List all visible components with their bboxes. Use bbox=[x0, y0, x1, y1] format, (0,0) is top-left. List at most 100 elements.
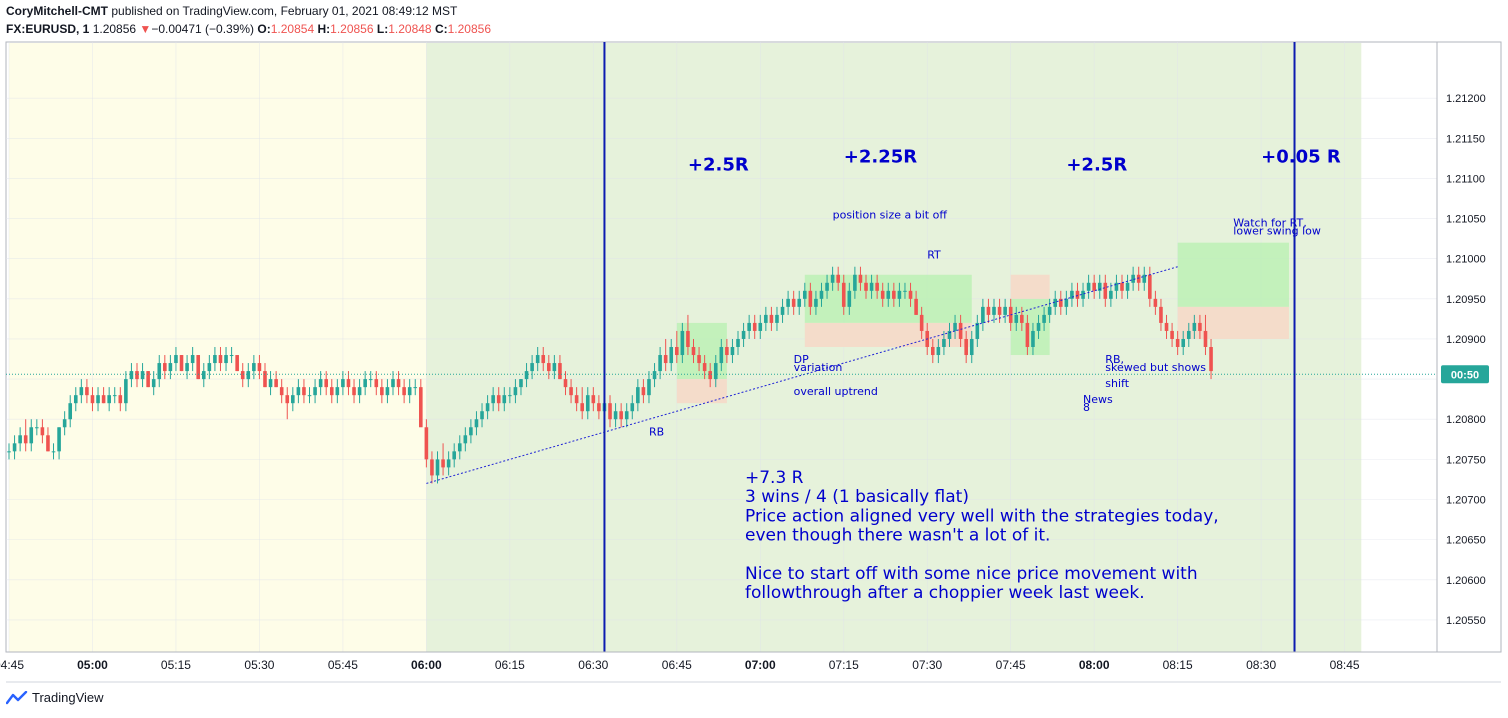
last-price: 1.20856 bbox=[92, 22, 137, 36]
candle-body bbox=[1086, 282, 1091, 291]
summary-line: +7.3 R bbox=[745, 468, 804, 488]
candle-body bbox=[452, 451, 456, 460]
candle-body bbox=[229, 355, 234, 357]
x-tick-label: 05:30 bbox=[244, 658, 274, 672]
candle-body bbox=[830, 274, 835, 283]
stop-zone bbox=[1010, 274, 1050, 299]
y-tick-label: 1.20800 bbox=[1446, 414, 1486, 426]
annotation-text: RT bbox=[927, 249, 941, 262]
tradingview-footer[interactable]: TradingView bbox=[6, 690, 104, 705]
candle-body bbox=[730, 347, 735, 356]
candle-body bbox=[324, 379, 329, 388]
annotation-text: +0.05 R bbox=[1261, 146, 1341, 167]
candle-body bbox=[491, 395, 495, 404]
annotation-text: variation bbox=[794, 361, 843, 374]
candle-body bbox=[474, 419, 479, 428]
candle-body bbox=[1042, 314, 1046, 323]
candle-body bbox=[791, 298, 796, 307]
candle-body bbox=[725, 347, 729, 356]
candle-body bbox=[73, 395, 78, 404]
candle-body bbox=[207, 363, 212, 372]
candle-body bbox=[886, 290, 891, 299]
candle-body bbox=[819, 290, 824, 299]
x-tick-label: 07:00 bbox=[745, 658, 776, 672]
open-label: O: bbox=[257, 22, 271, 36]
price-tag bbox=[1441, 365, 1489, 384]
candle-body bbox=[402, 387, 406, 396]
x-tick-label: 07:15 bbox=[829, 658, 859, 672]
y-tick-label: 1.21150 bbox=[1446, 133, 1485, 145]
y-tick-label: 1.20900 bbox=[1446, 334, 1486, 346]
down-arrow-icon: ▼ bbox=[139, 22, 152, 36]
candle-body bbox=[40, 427, 45, 436]
annotation-text: DP bbox=[794, 353, 809, 366]
candle-body bbox=[485, 403, 490, 412]
candle-body bbox=[675, 347, 679, 356]
candle-body bbox=[35, 427, 39, 429]
candle-body bbox=[997, 306, 1002, 315]
x-tick-label: 06:30 bbox=[578, 658, 608, 672]
candle-body bbox=[825, 282, 829, 291]
axes-layer: 1.21200 1.21150 1.21100 1.21050 1.21000 1.209… bbox=[0, 42, 1501, 683]
candle-body bbox=[563, 379, 568, 388]
candle-body bbox=[869, 282, 874, 291]
candle-body bbox=[302, 387, 306, 396]
y-tick-label: 1.20550 bbox=[1446, 615, 1486, 627]
annotation-text: Watch for RT, bbox=[1233, 217, 1306, 230]
x-tick-label: 06:45 bbox=[662, 658, 692, 672]
candle-body bbox=[1081, 290, 1085, 299]
candle-body bbox=[508, 395, 512, 397]
close-value: 1.20856 bbox=[447, 22, 492, 36]
y-tick-label: 1.20600 bbox=[1446, 575, 1486, 587]
candle-body bbox=[691, 347, 696, 356]
candle-body bbox=[797, 298, 802, 307]
candle-body bbox=[875, 282, 879, 291]
annotation-text: RB, bbox=[1105, 353, 1124, 366]
profit-zone bbox=[1177, 242, 1289, 307]
candle-body bbox=[702, 363, 707, 372]
candle-body bbox=[1192, 322, 1197, 331]
candle-body bbox=[1064, 298, 1069, 307]
candle-body bbox=[936, 347, 941, 356]
candle-body bbox=[357, 387, 362, 396]
candle-body bbox=[163, 363, 167, 372]
candle-body bbox=[463, 435, 468, 444]
candle-body bbox=[1175, 338, 1180, 347]
candle-body bbox=[892, 290, 896, 299]
candle-body bbox=[680, 330, 685, 356]
publisher-name[interactable]: CoryMitchell-CMT bbox=[6, 4, 108, 18]
y-tick-label: 1.20950 bbox=[1446, 294, 1486, 306]
annotation-text: overall uptrend bbox=[794, 385, 878, 398]
candle-body bbox=[174, 355, 178, 364]
symbol-label[interactable]: FX:EURUSD, 1 bbox=[6, 22, 90, 36]
y-tick-label: 1.21000 bbox=[1446, 254, 1486, 266]
summary-line: even though there wasn't a lot of it. bbox=[745, 526, 1050, 546]
candle-body bbox=[441, 459, 445, 468]
candle-body bbox=[190, 355, 195, 364]
publish-info: CoryMitchell-CMT published on TradingVie… bbox=[6, 4, 457, 18]
candle-body bbox=[558, 363, 562, 380]
y-tick-label: 1.21100 bbox=[1446, 173, 1485, 185]
candle-body bbox=[179, 355, 184, 372]
candle-body bbox=[1014, 314, 1019, 323]
candle-body bbox=[524, 371, 529, 380]
candle-body bbox=[769, 314, 774, 323]
candle-body bbox=[407, 387, 412, 396]
candle-body bbox=[919, 314, 924, 331]
candle-body bbox=[552, 363, 557, 372]
x-tick-label: 08:00 bbox=[1079, 658, 1110, 672]
stop-zone bbox=[1177, 306, 1289, 339]
candle-body bbox=[530, 363, 534, 372]
y-tick-label: 1.21050 bbox=[1446, 214, 1486, 226]
annotation-text: lower swing low bbox=[1233, 225, 1321, 238]
candle-body bbox=[1020, 314, 1024, 323]
candle-body bbox=[1075, 290, 1080, 299]
candle-body bbox=[535, 355, 540, 364]
candle-body bbox=[1131, 274, 1135, 283]
candle-body bbox=[18, 435, 22, 444]
candles-layer bbox=[7, 266, 1213, 484]
x-tick-label: 08:30 bbox=[1246, 658, 1276, 672]
price-tag-label: 00:50 bbox=[1451, 369, 1479, 381]
session-shading bbox=[9, 43, 427, 652]
